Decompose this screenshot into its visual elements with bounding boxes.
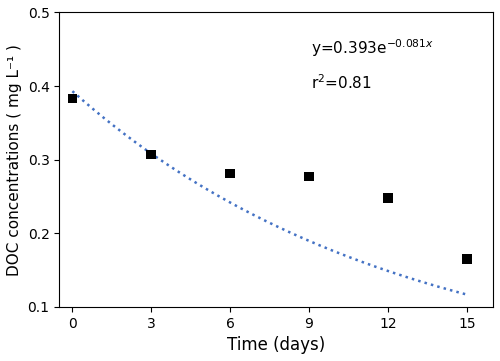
Point [463, 256, 471, 262]
X-axis label: Time (days): Time (days) [227, 336, 326, 354]
Point [147, 152, 155, 157]
Point [226, 171, 234, 177]
Point [305, 174, 313, 179]
Point [68, 96, 76, 101]
Point [384, 195, 392, 201]
Text: r$^2$=0.81: r$^2$=0.81 [311, 74, 372, 92]
Text: y=0.393e$^{-0.081x}$: y=0.393e$^{-0.081x}$ [311, 37, 434, 58]
Y-axis label: DOC concentrations ( mg L⁻¹ ): DOC concentrations ( mg L⁻¹ ) [7, 44, 22, 275]
